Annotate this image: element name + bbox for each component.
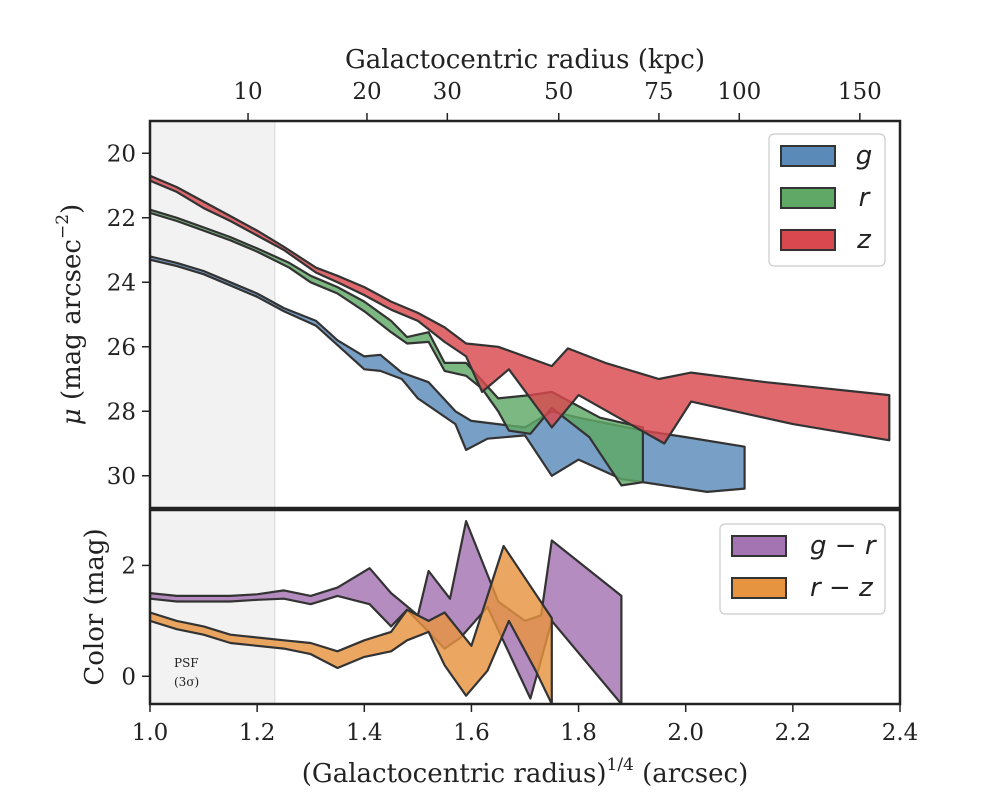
y-tick-label-top: 30 [107,464,136,490]
legend-label-part: g [810,531,827,561]
axes-layer: 1.0 1.2 1.4 1.6 1.8 2.0 2.2 2.410 20 30 50 75 100 150… [53,45,918,789]
top-x-tick-label: 150 [838,79,882,105]
legend-label: g [856,141,873,171]
y-axis-title-sup: −2 [53,214,73,239]
legend-label-part: − [821,573,859,603]
legend-label-part: r [865,531,878,561]
top-x-tick-label: 20 [352,79,381,105]
data-series-layer [150,174,891,704]
x-tick-label: 1.6 [453,720,490,746]
y-tick-label-top: 28 [107,399,136,425]
series-band-rz-1 [150,544,553,704]
y-axis-title-mu: μ [57,408,87,425]
bottom-panel-frame [148,508,902,706]
legend-swatch [731,535,787,557]
y-tick-label-bottom: 2 [121,553,136,579]
y-axis-title-top: μ (mag arcsec−2) [53,204,87,425]
x-axis-title: (Galactocentric radius)1/4 (arcsec) [302,755,748,789]
top-x-tick-label: 30 [433,79,462,105]
x-tick-label: 1.2 [239,720,276,746]
legend-label: g − r [810,531,878,561]
top-x-tick-label: 75 [644,79,673,105]
x-tick-label: 2.4 [882,720,919,746]
y-tick-label-top: 24 [107,270,136,296]
legend-label: r − z [810,573,874,603]
top-x-tick-label: 10 [233,79,262,105]
y-axis-title-bottom: Color (mag) [80,528,110,685]
psf-annotation-label: PSF [174,656,199,670]
x-tick-label: 1.8 [560,720,597,746]
series-band-gr-0 [150,519,623,704]
legend-label: r [859,183,872,213]
top-x-tick-label: 100 [717,79,761,105]
y-tick-label-top: 20 [107,141,136,167]
psf-annotation-sigma: (3σ) [174,675,199,689]
top-axis-title: Galactocentric radius (kpc) [345,45,705,75]
psf-region-bottom [150,510,275,704]
x-axis-title-sup: 1/4 [607,755,634,775]
y-tick-label-top: 26 [107,335,136,361]
x-tick-label: 2.2 [775,720,812,746]
top-panel-frame [148,119,902,510]
y-axis-title-close: ) [57,204,87,214]
x-tick-label: 2.0 [667,720,704,746]
series-band-z-2 [150,174,891,445]
legend-label-part: r [810,573,823,603]
legend-swatch [780,187,836,209]
psf-region-top [150,121,275,508]
y-tick-label-top: 22 [107,206,136,232]
top-x-tick-label: 50 [544,79,573,105]
legend-swatch [731,577,787,599]
legend-label-part: − [827,531,865,561]
legend-bottom: g − rr − z [719,523,886,615]
x-tick-label: 1.4 [346,720,383,746]
x-tick-label: 1.0 [132,720,169,746]
psf-shaded-regions [150,121,276,704]
series-band-r-1 [150,208,645,487]
legend-label: z [856,225,872,255]
x-axis-title-main: (Galactocentric radius) [302,759,607,789]
y-axis-title-main: (mag arcsec [57,239,87,408]
legend-swatch [780,229,836,251]
legend-label-part: z [858,573,874,603]
legend-top: grz [768,133,886,267]
y-tick-label-bottom: 0 [121,664,136,690]
x-axis-title-unit: (arcsec) [634,759,748,789]
legend-swatch [780,145,836,167]
